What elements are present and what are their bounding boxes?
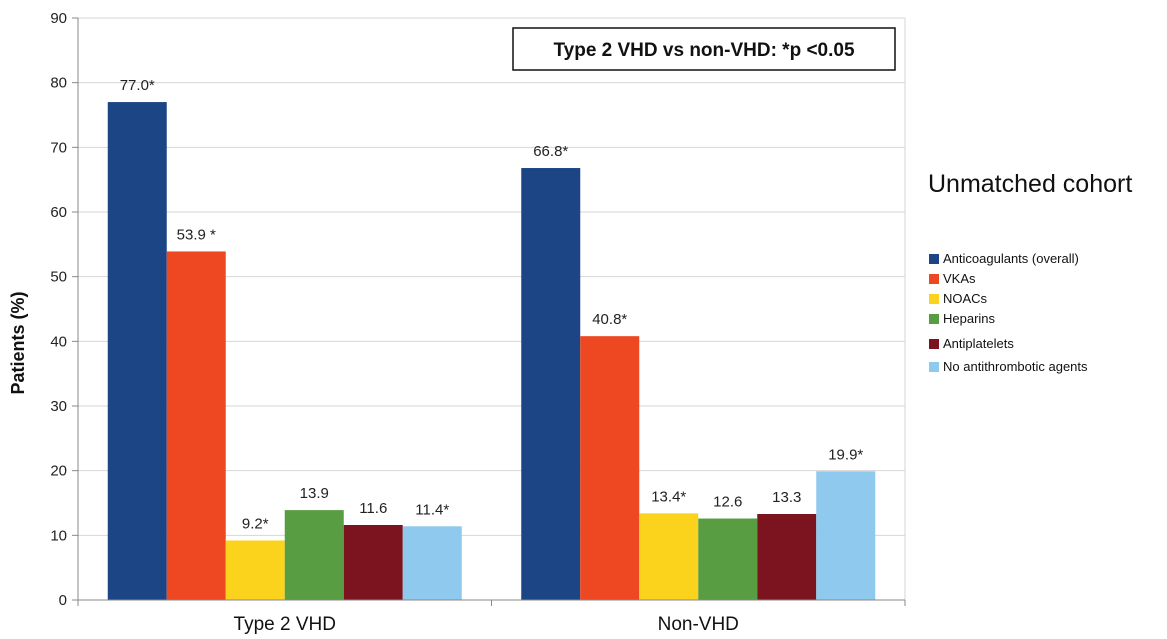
legend-swatch: [929, 254, 939, 264]
legend-item: Antiplatelets: [929, 336, 1014, 351]
legend-swatch: [929, 294, 939, 304]
bar-type-2-vhd-vkas: [166, 251, 226, 601]
y-tick-label: 50: [50, 269, 67, 286]
legend-label: Antiplatelets: [943, 336, 1014, 351]
x-category-label: Type 2 VHD: [234, 614, 336, 635]
y-axis-ticks: 0 10 20 30 40 50 60 70 80 90: [50, 10, 78, 609]
data-label: 40.8*: [592, 311, 627, 328]
data-label: 12.6: [713, 494, 742, 511]
data-label: 19.9*: [828, 446, 863, 463]
legend-label: Heparins: [943, 311, 996, 326]
data-label: 53.9 *: [177, 226, 216, 243]
legend-item: Anticoagulants (overall): [929, 251, 1079, 266]
y-tick-label: 30: [50, 398, 67, 415]
legend-label: Anticoagulants (overall): [943, 251, 1079, 266]
y-tick-label: 20: [50, 463, 67, 480]
legend-swatch: [929, 362, 939, 372]
chart-subtitle: Unmatched cohort: [928, 170, 1132, 198]
x-axis-tick-marks: [77, 600, 906, 606]
y-tick-label: 90: [50, 10, 67, 27]
annotation-text: Type 2 VHD vs non-VHD: *p <0.05: [553, 40, 855, 61]
legend-label: VKAs: [943, 271, 976, 286]
x-axis-categories: Type 2 VHD Non-VHD: [234, 614, 739, 635]
data-label: 11.6: [359, 500, 387, 517]
y-tick-label: 40: [50, 333, 67, 350]
annotation-box: [512, 27, 896, 71]
data-label: 13.4*: [651, 488, 686, 505]
y-tick-label: 80: [50, 75, 67, 92]
legend-swatch: [929, 274, 939, 284]
bar-non-vhd-anticoagulants-overall-: [521, 168, 581, 600]
bar-type-2-vhd-anticoagulants-overall-: [107, 102, 167, 601]
legend-item: No antithrombotic agents: [929, 359, 1088, 374]
legend-swatch: [929, 314, 939, 324]
y-axis-label: Patients (%): [8, 291, 28, 394]
legend-label: NOACs: [943, 291, 988, 306]
bar-non-vhd-noacs: [639, 513, 699, 600]
data-label: 13.9: [300, 485, 329, 502]
x-category-label: Non-VHD: [658, 614, 739, 635]
bar-non-vhd-vkas: [580, 336, 640, 600]
data-label: 9.2*: [242, 516, 269, 533]
bar-type-2-vhd-antiplatelets: [343, 524, 403, 600]
legend-item: VKAs: [929, 271, 976, 286]
legend-label: No antithrombotic agents: [943, 359, 1088, 374]
data-label: 11.4*: [415, 501, 449, 518]
legend-swatch: [929, 339, 939, 349]
bar-non-vhd-no-antithrombotic-agents: [816, 471, 876, 600]
data-label: 66.8*: [533, 143, 568, 160]
bar-non-vhd-antiplatelets: [757, 513, 817, 600]
y-tick-label: 10: [50, 527, 67, 544]
bar-type-2-vhd-heparins: [284, 510, 344, 600]
bar-type-2-vhd-noacs: [225, 540, 285, 600]
data-labels: 77.0* 53.9 * 9.2* 13.9 11.6 11.4* 66.8* 40.8* 13…: [120, 77, 864, 532]
legend-item: Heparins: [929, 311, 996, 326]
bars: [107, 102, 876, 601]
y-tick-label: 70: [50, 139, 67, 156]
y-tick-label: 60: [50, 204, 67, 221]
bar-non-vhd-heparins: [698, 518, 758, 600]
legend: Anticoagulants (overall) VKAs NOACs Heparin…: [929, 251, 1088, 374]
bar-type-2-vhd-no-antithrombotic-agents: [402, 526, 462, 600]
legend-item: NOACs: [929, 291, 988, 306]
y-tick-label: 0: [59, 592, 67, 609]
data-label: 77.0*: [120, 77, 155, 94]
data-label: 13.3: [772, 489, 801, 506]
